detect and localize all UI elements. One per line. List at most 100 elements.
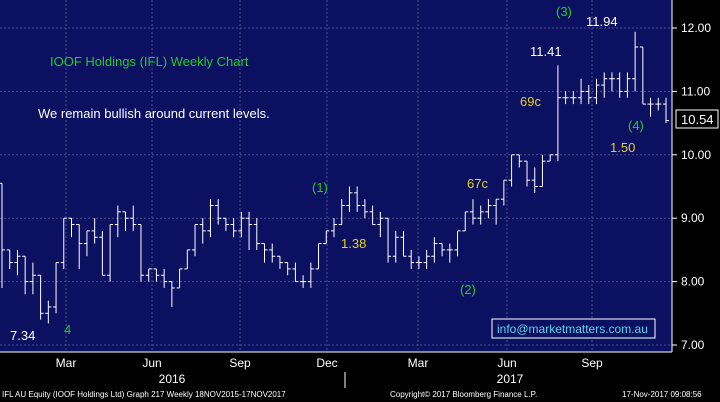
- ohlc-bar: [45, 300, 52, 324]
- ohlc-bar: [539, 154, 546, 187]
- ohlc-bar: [361, 199, 368, 219]
- ohlc-bar: [400, 230, 407, 257]
- ohlc-bar: [122, 211, 129, 231]
- ohlc-bar: [524, 160, 531, 187]
- y-tick-label: 7.00: [681, 338, 705, 352]
- ohlc-bar: [331, 218, 337, 238]
- y-tick-label: 9.00: [681, 211, 705, 225]
- ohlc-bar: [199, 218, 206, 244]
- ohlc-bar: [215, 199, 222, 225]
- ohlc-bar: [377, 211, 384, 238]
- ohlc-bar: [292, 262, 299, 283]
- ohlc-bar: [68, 217, 75, 238]
- ohlc-bar: [369, 205, 376, 226]
- last-price-value: 10.54: [681, 112, 714, 127]
- ohlc-bar: [0, 182, 5, 288]
- ohlc-bar: [284, 262, 291, 276]
- ohlc-bar: [107, 224, 114, 282]
- ohlc-bar: [261, 243, 268, 263]
- price-bars: [0, 31, 669, 324]
- ohlc-bar: [323, 230, 330, 245]
- annotations: 7.34 4 (1) 1.38 67c (2) 11.41 69c (3) 11…: [10, 4, 644, 343]
- footer-right: 17-Nov-2017 09:08:56: [622, 390, 702, 399]
- annotation-low-price: 7.34: [10, 328, 35, 343]
- ohlc-bar: [500, 179, 507, 206]
- ohlc-bar: [655, 97, 662, 111]
- ohlc-bar: [37, 274, 44, 320]
- ohlc-bar: [516, 154, 523, 168]
- ohlc-bar: [485, 199, 492, 219]
- footer-center: Copyright© 2017 Bloomberg Finance L.P.: [390, 390, 537, 399]
- annotation-wave-3: (3): [556, 4, 572, 19]
- ohlc-bar: [161, 268, 168, 288]
- ohlc-bar: [22, 255, 29, 295]
- ohlc-bar: [338, 199, 345, 226]
- ohlc-bar: [207, 199, 214, 238]
- ohlc-bar: [385, 217, 392, 263]
- chart-title: IOOF Holdings (IFL) Weekly Chart: [50, 54, 249, 69]
- ohlc-bar: [184, 249, 191, 270]
- plot-background: [0, 0, 672, 352]
- x-tick-label: Sep: [581, 356, 603, 370]
- last-price-tag: 10.54: [675, 109, 719, 129]
- ohlc-bar: [354, 186, 361, 212]
- ohlc-bar: [408, 249, 415, 269]
- ohlc-bar: [439, 243, 446, 257]
- ohlc-bar: [76, 224, 83, 269]
- ohlc-bar: [6, 249, 13, 269]
- ohlc-bar: [99, 230, 106, 276]
- x-tick-label: Jun: [497, 356, 516, 370]
- ohlc-bar: [222, 217, 229, 231]
- ohlc-bar: [346, 186, 353, 212]
- ohlc-bar: [608, 72, 615, 92]
- ohlc-bar: [593, 78, 600, 105]
- x-tick-label: Mar: [408, 356, 429, 370]
- ohlc-bar: [469, 199, 476, 225]
- ohlc-bar: [392, 230, 399, 263]
- y-tick-label: 8.00: [681, 275, 705, 289]
- ohlc-bar: [531, 167, 538, 193]
- ohlc-bar: [315, 243, 322, 270]
- ohlc-bar: [91, 218, 98, 244]
- ohlc-bar: [145, 268, 152, 282]
- annotation-dividend-69c: 69c: [520, 94, 541, 109]
- annotation-wave-4-start: 4: [64, 322, 71, 337]
- ohlc-bar: [300, 275, 307, 288]
- ohlc-bar: [415, 256, 422, 269]
- annotation-dividend-1-38: 1.38: [341, 236, 366, 251]
- ohlc-bar: [269, 243, 276, 263]
- ohlc-bar: [601, 72, 608, 98]
- ohlc-bar: [14, 249, 21, 276]
- website-label[interactable]: info@marketmatters.com.au: [497, 322, 648, 336]
- annotation-wave-4: (4): [628, 118, 644, 133]
- ohlc-bar: [60, 217, 67, 269]
- ohlc-bar: [83, 230, 90, 257]
- ohlc-bar: [639, 46, 646, 105]
- axis-background: [672, 0, 720, 352]
- footer-left: IFL AU Equity (IOOF Holdings Ltd) Graph …: [2, 390, 286, 399]
- annotation-dividend-67c: 67c: [467, 176, 488, 191]
- ohlc-bar: [616, 72, 623, 98]
- ohlc-bar: [446, 243, 453, 263]
- website-box: [491, 318, 656, 339]
- ohlc-bar: [168, 281, 175, 307]
- y-axis: 7.00 8.00 9.00 10.00 11.00 12.00: [671, 0, 711, 352]
- ohlc-bar: [554, 65, 561, 162]
- ohlc-bar: [585, 85, 592, 105]
- ohlc-bar: [624, 72, 631, 98]
- bottom-axis-background: [0, 352, 720, 402]
- ohlc-bar: [153, 268, 160, 282]
- ohlc-bar: [431, 237, 438, 263]
- ohlc-bar: [632, 31, 639, 92]
- ohlc-bar: [493, 198, 500, 225]
- y-tick-label: 11.00: [681, 84, 710, 98]
- ohlc-bar: [29, 262, 36, 295]
- ohlc-bar: [663, 97, 669, 124]
- ohlc-bar: [647, 97, 654, 117]
- gridlines: [0, 0, 672, 352]
- ohlc-bar: [130, 205, 137, 231]
- annotation-dividend-1-50: 1.50: [610, 140, 635, 155]
- ohlc-bar: [307, 262, 314, 288]
- ohlc-bar: [547, 154, 554, 162]
